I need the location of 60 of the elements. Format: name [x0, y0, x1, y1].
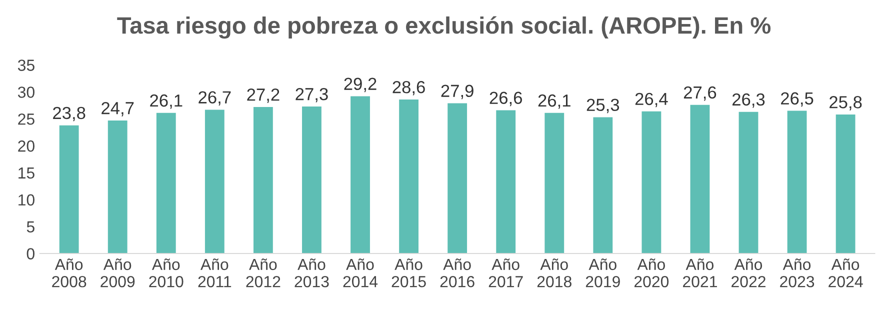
x-tick-label: Año 2013 — [294, 258, 329, 288]
data-label: 26,4 — [635, 92, 668, 108]
data-label: 27,9 — [441, 84, 474, 100]
data-label: 27,3 — [296, 88, 328, 102]
bar — [690, 104, 710, 254]
x-tick-label: Año 2022 — [732, 258, 766, 288]
x-tick-label: Año 2012 — [246, 258, 280, 288]
y-tick-label: 15 — [18, 168, 34, 179]
data-label: 26,1 — [538, 94, 570, 109]
y-tick-label: 0 — [26, 248, 34, 260]
bar — [399, 99, 418, 254]
data-label: 25,8 — [830, 96, 862, 110]
x-tick-label: Año 2023 — [780, 258, 814, 288]
bar — [204, 110, 224, 254]
bar — [544, 112, 564, 254]
x-tick-label: Año 2008 — [52, 258, 86, 288]
data-label: 25,3 — [586, 98, 620, 114]
x-tick-label: Año 2021 — [683, 258, 717, 288]
x-tick-label: Año 2015 — [392, 258, 426, 288]
data-label: 26,5 — [781, 92, 814, 107]
data-label: 28,6 — [392, 80, 425, 96]
x-tick-label: Año 2011 — [198, 258, 232, 288]
data-label: 26,7 — [198, 91, 231, 106]
bar — [59, 125, 79, 254]
data-label: 26,6 — [490, 92, 522, 106]
x-tick-label: Año 2024 — [828, 258, 863, 288]
data-label: 24,7 — [102, 102, 134, 116]
data-label: 27,2 — [247, 88, 280, 103]
data-label: 23,8 — [53, 106, 86, 122]
chart-title: Tasa riesgo de pobreza o exclusión social. (AROPE). En % — [117, 16, 771, 39]
bar — [302, 106, 322, 254]
y-tick-label: 25 — [18, 113, 34, 125]
bar — [496, 110, 516, 254]
data-label: 26,1 — [150, 94, 182, 109]
y-tick-label: 35 — [18, 60, 34, 71]
x-tick-label: Año 2020 — [634, 258, 669, 288]
x-tick-label: Año 2018 — [537, 258, 572, 288]
y-tick-label: 30 — [18, 86, 34, 98]
data-label: 27,6 — [684, 86, 716, 101]
bar — [448, 103, 468, 254]
bar — [156, 112, 176, 254]
x-tick-label: Año 2014 — [343, 258, 378, 288]
data-label: 26,3 — [732, 93, 765, 108]
x-tick-label: Año 2019 — [586, 258, 620, 288]
y-tick-label: 20 — [18, 140, 34, 152]
bar — [253, 107, 273, 254]
bar — [108, 120, 128, 254]
y-tick-label: 10 — [18, 194, 34, 206]
y-tick-label: 5 — [26, 221, 34, 233]
bar — [593, 117, 613, 254]
bar — [787, 110, 807, 254]
bar — [642, 111, 662, 254]
x-tick-label: Año 2017 — [488, 258, 523, 288]
x-tick-label: Año 2010 — [149, 258, 184, 288]
x-tick-label: Año 2016 — [440, 258, 474, 288]
x-tick-label: Año 2009 — [100, 258, 135, 288]
bar — [836, 114, 856, 254]
data-label: 29,2 — [344, 78, 376, 92]
bar — [350, 96, 370, 254]
bar — [738, 112, 758, 254]
